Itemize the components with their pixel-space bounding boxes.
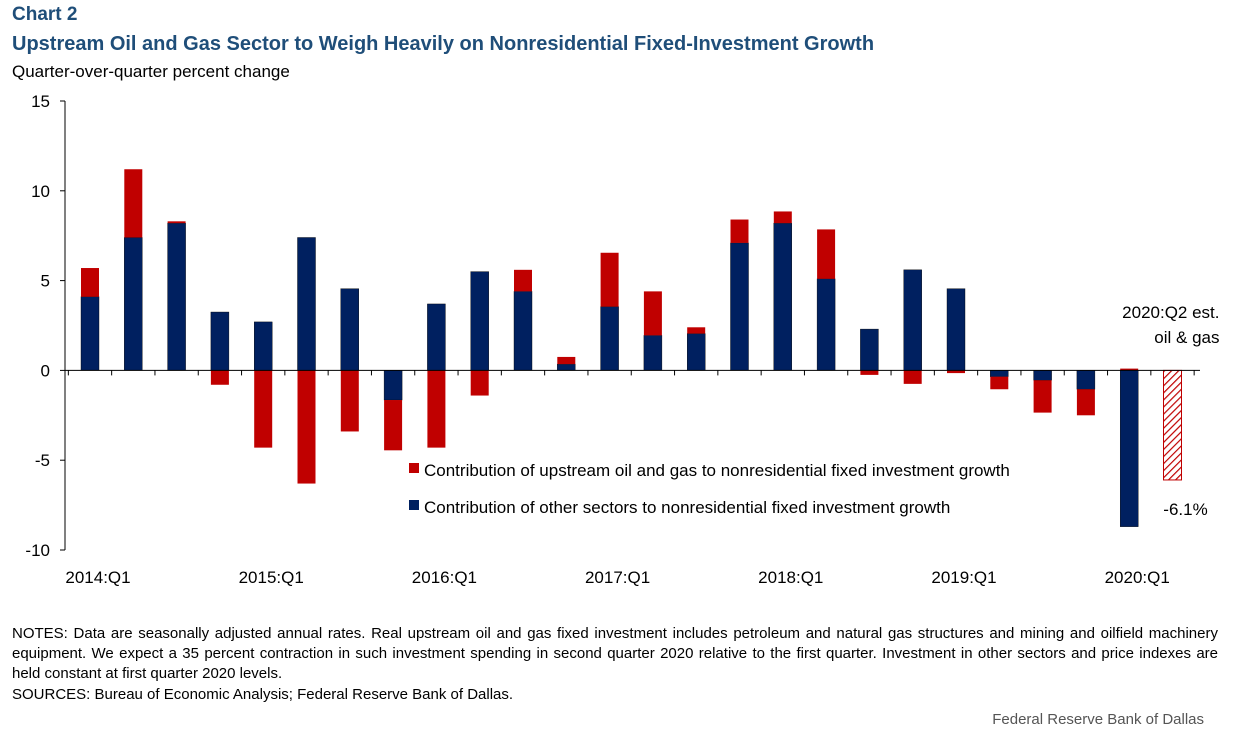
bar-other-2016:Q2	[470, 271, 489, 371]
y-tick-label-0: 0	[41, 361, 50, 380]
bar-oil-2016:Q4	[557, 356, 576, 365]
bar-oil-2015:Q4	[384, 400, 403, 451]
axes-group: -10 -5 0 5 10 15 2014:Q1 2015:Q1 2016:Q1 2017:Q1 2…	[25, 92, 1200, 587]
x-tick-label-2014:Q1: 2014:Q1	[65, 568, 130, 587]
chart-subtitle: Quarter-over-quarter percent change	[12, 62, 290, 81]
bar-chart: -10 -5 0 5 10 15 2014:Q1 2015:Q1 2016:Q1 2017:Q1 2…	[25, 92, 1219, 587]
legend-swatch-other-sectors	[409, 500, 419, 510]
bar-other-2017:Q4	[730, 242, 749, 371]
bar-oil-2019:Q1	[947, 370, 965, 374]
chart-label: Chart 2	[12, 4, 78, 25]
bar-other-2018:Q4	[903, 269, 922, 371]
legend-label-other-sectors: Contribution of other sectors to nonresi…	[424, 498, 950, 517]
bar-oil-2014:Q4	[210, 370, 229, 385]
bar-oil-2016:Q2	[470, 370, 489, 396]
bar-oil-2015:Q3	[340, 370, 359, 432]
x-tick-label-2015:Q1: 2015:Q1	[239, 568, 304, 587]
y-tick-label-5: 5	[41, 272, 50, 291]
x-tick-label-2016:Q1: 2016:Q1	[412, 568, 477, 587]
bar-other-2014:Q4	[210, 311, 230, 371]
estimate-label-line2: oil & gas	[1154, 328, 1219, 347]
bar-oil-estimate-2020:Q2	[1163, 369, 1182, 481]
bar-other-2020:Q1	[1119, 370, 1139, 527]
bar-oil-2017:Q2	[643, 291, 662, 336]
bar-other-2017:Q1	[600, 306, 619, 371]
estimate-value-label: -6.1%	[1163, 500, 1207, 519]
bar-other-2019:Q4	[1076, 370, 1096, 390]
bars-group	[80, 169, 1182, 527]
bar-other-2014:Q3	[167, 222, 186, 371]
bar-oil-2019:Q2	[990, 376, 1009, 390]
bar-oil-2015:Q2	[297, 370, 316, 484]
bar-other-2017:Q3	[687, 333, 706, 371]
footer-credit: Federal Reserve Bank of Dallas	[992, 711, 1204, 728]
bar-other-2019:Q2	[990, 370, 1009, 377]
bar-other-2014:Q1	[80, 296, 100, 371]
bar-oil-2020:Q1	[1120, 368, 1139, 371]
estimate-label-line1: 2020:Q2 est.	[1122, 303, 1219, 322]
legend-swatch-oil-gas	[409, 463, 419, 473]
bar-oil-2016:Q1	[427, 370, 446, 448]
bar-other-2016:Q1	[427, 303, 446, 371]
bar-other-2016:Q4	[557, 363, 576, 371]
bar-oil-2016:Q3	[514, 269, 532, 292]
bar-oil-2014:Q3	[167, 221, 186, 224]
bar-oil-2014:Q1	[81, 268, 99, 297]
bar-oil-2015:Q1	[254, 370, 273, 448]
bar-other-2015:Q4	[383, 370, 403, 401]
bar-oil-2018:Q1	[773, 211, 792, 224]
bar-other-2018:Q3	[860, 328, 879, 371]
y-tick-label-10: 10	[31, 182, 50, 201]
x-tick-label-2019:Q1: 2019:Q1	[931, 568, 996, 587]
bar-other-2017:Q2	[643, 335, 663, 371]
bar-other-2015:Q1	[253, 321, 273, 371]
bar-oil-2017:Q1	[600, 252, 619, 307]
bar-oil-2018:Q3	[860, 370, 879, 375]
x-tick-label-2017:Q1: 2017:Q1	[585, 568, 650, 587]
x-tick-label-2018:Q1: 2018:Q1	[758, 568, 823, 587]
bar-oil-2019:Q3	[1033, 380, 1052, 413]
bar-oil-2018:Q2	[817, 229, 836, 279]
bar-other-2018:Q2	[816, 278, 836, 371]
bar-oil-2014:Q2	[124, 169, 143, 238]
notes: NOTES: Data are seasonally adjusted annu…	[12, 625, 1218, 682]
bar-oil-2017:Q3	[687, 327, 706, 334]
bar-oil-2017:Q4	[730, 219, 749, 243]
bar-other-2015:Q2	[297, 237, 316, 371]
annotations-group: 2020:Q2 est. oil & gas -6.1%	[1122, 303, 1219, 519]
legend: Contribution of upstream oil and gas to …	[409, 461, 1010, 517]
bar-other-2016:Q3	[513, 291, 533, 371]
bar-other-2014:Q2	[124, 237, 143, 371]
y-tick-label--10: -10	[25, 541, 50, 560]
bar-other-2019:Q3	[1033, 370, 1052, 381]
y-tick-label--5: -5	[35, 451, 50, 470]
y-tick-label-15: 15	[31, 92, 50, 111]
x-tick-label-2020:Q1: 2020:Q1	[1105, 568, 1170, 587]
bar-other-2019:Q1	[946, 288, 966, 371]
bar-oil-2019:Q4	[1076, 389, 1095, 416]
sources: SOURCES: Bureau of Economic Analysis; Fe…	[12, 686, 514, 703]
bar-oil-2018:Q4	[903, 370, 922, 384]
bar-other-2018:Q1	[773, 222, 792, 371]
chart-title: Upstream Oil and Gas Sector to Weigh Hea…	[12, 33, 875, 55]
bar-other-2015:Q3	[340, 288, 359, 371]
legend-label-oil-gas: Contribution of upstream oil and gas to …	[424, 461, 1010, 480]
